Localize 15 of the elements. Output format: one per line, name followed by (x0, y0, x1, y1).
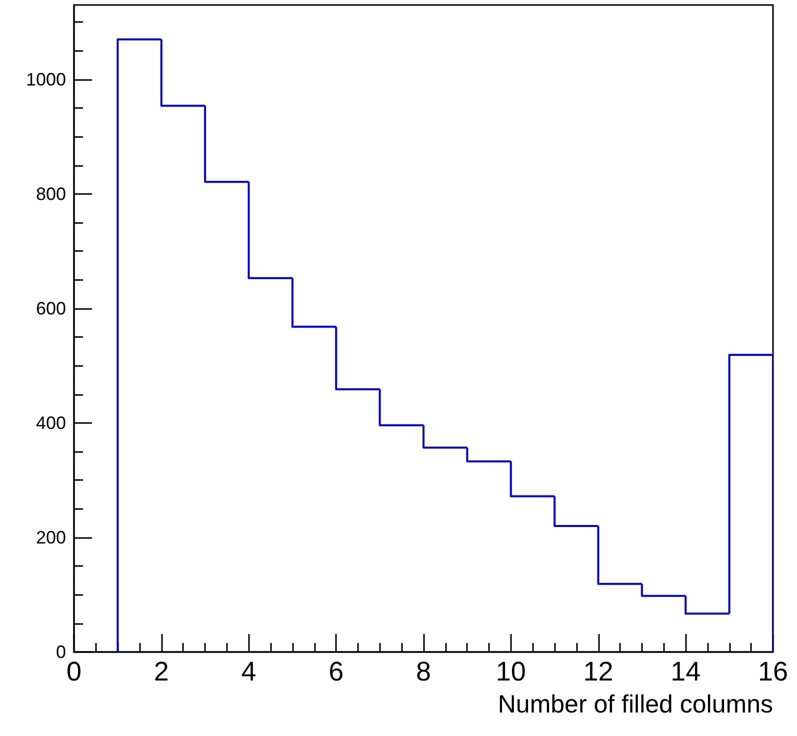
x-tick-label: 14 (670, 656, 701, 686)
x-tick-label: 4 (241, 656, 256, 686)
y-tick-label: 600 (36, 298, 66, 318)
x-axis-title: Number of filled columns (498, 690, 773, 718)
x-tick-label: 2 (154, 656, 169, 686)
y-tick-label: 200 (36, 527, 66, 548)
x-tick-label: 12 (583, 656, 614, 686)
y-tick-label: 800 (36, 184, 66, 204)
y-tick-label: 1000 (26, 69, 66, 90)
x-tick-label: 6 (328, 656, 344, 686)
y-tick-label: 400 (36, 412, 66, 433)
x-tick-label: 16 (758, 656, 788, 686)
x-tick-label: 10 (496, 656, 526, 686)
y-tick-label: 0 (56, 642, 66, 662)
x-tick-label: 8 (416, 656, 432, 686)
